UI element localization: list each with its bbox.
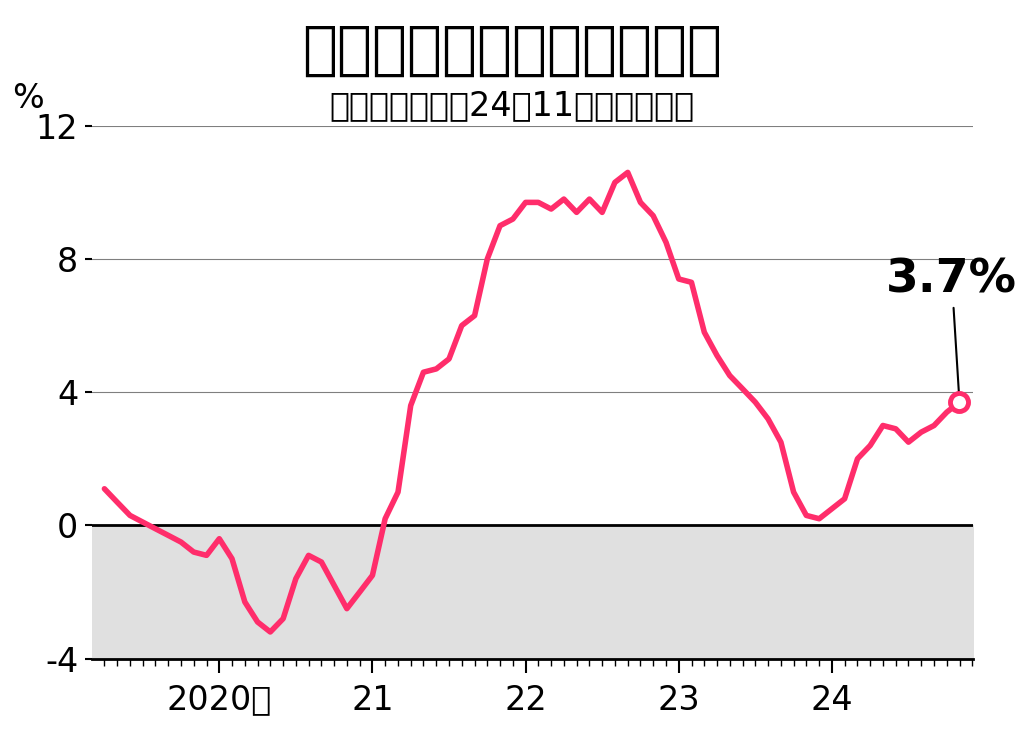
Text: （前年同月比。24年11月は速報値）: （前年同月比。24年11月は速報値） [330, 89, 694, 122]
Text: 国内企業物価指数の伸び率: 国内企業物価指数の伸び率 [302, 22, 722, 79]
Text: 3.7%: 3.7% [887, 258, 1017, 400]
Text: %: % [12, 82, 44, 115]
